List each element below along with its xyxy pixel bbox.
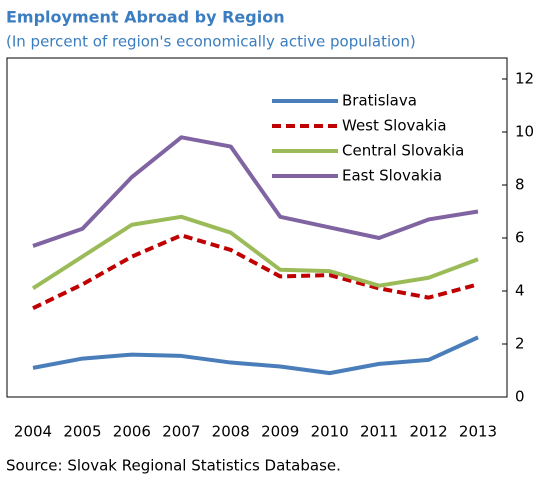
legend-label: East Slovakia — [342, 167, 442, 185]
x-tick-label: 2007 — [162, 423, 200, 441]
x-tick-label: 2004 — [14, 423, 52, 441]
y-tick-label: 2 — [515, 335, 525, 353]
y-tick-label: 4 — [515, 282, 525, 300]
x-tick-label: 2010 — [311, 423, 349, 441]
legend-label: Central Slovakia — [342, 142, 464, 160]
x-tick-label: 2011 — [360, 423, 398, 441]
chart-title: Employment Abroad by Region — [6, 8, 285, 27]
x-tick-label: 2009 — [261, 423, 299, 441]
y-tick-label: 8 — [515, 176, 525, 194]
plot-frame — [6, 57, 508, 398]
x-tick-label: 2006 — [113, 423, 151, 441]
x-tick-label: 2012 — [409, 423, 447, 441]
legend-label: Bratislava — [342, 92, 417, 110]
y-tick-label: 6 — [515, 229, 525, 247]
y-tick-label: 10 — [515, 123, 534, 141]
y-tick-label: 12 — [515, 70, 534, 88]
legend-label: West Slovakia — [342, 117, 447, 135]
x-tick-label: 2008 — [212, 423, 250, 441]
series-line — [32, 233, 479, 311]
x-tick-label: 2013 — [459, 423, 497, 441]
x-tick-label: 2005 — [63, 423, 101, 441]
chart-subtitle: (In percent of region's economically act… — [6, 33, 416, 51]
series-line — [32, 135, 479, 248]
y-tick-label: 0 — [515, 388, 525, 406]
series-line — [31, 214, 479, 291]
series-line — [32, 335, 479, 376]
source-note: Source: Slovak Regional Statistics Datab… — [6, 457, 341, 475]
